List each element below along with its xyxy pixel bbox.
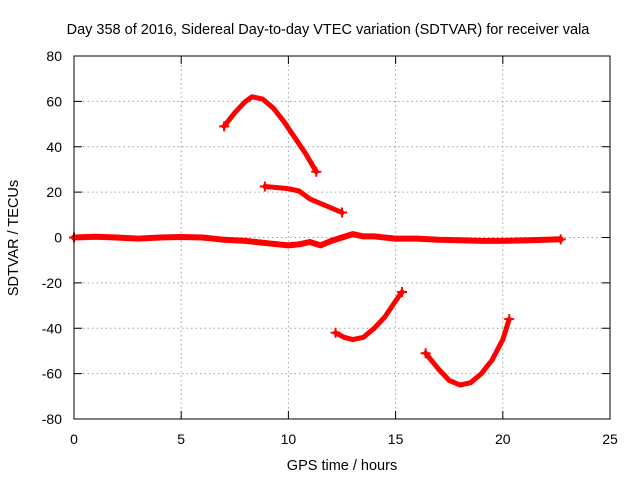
- x-tick-label: 20: [495, 431, 511, 447]
- y-tick-label: 40: [46, 139, 62, 155]
- y-tick-label: 60: [46, 93, 62, 109]
- y-tick-label: 0: [54, 230, 62, 246]
- series-endpoint-marker: [420, 348, 431, 359]
- series-endpoint-marker: [504, 314, 515, 325]
- chart-title: Day 358 of 2016, Sidereal Day-to-day VTE…: [67, 22, 591, 38]
- series-arc-negative-b: [423, 316, 512, 388]
- series-baseline: [71, 231, 564, 249]
- series-endpoint-marker: [330, 327, 341, 338]
- series-endpoint-marker: [311, 166, 322, 177]
- x-tick-label: 25: [602, 431, 618, 447]
- y-tick-label: -80: [42, 411, 62, 427]
- plot-frame: [73, 55, 611, 420]
- y-axis-ticks: -80 -60 -40 -20 0 20 40 60 80: [42, 48, 610, 427]
- data-series: [69, 94, 566, 388]
- series-endpoint-marker: [219, 121, 230, 132]
- series-endpoint-marker: [397, 286, 408, 297]
- x-tick-label: 5: [177, 431, 185, 447]
- series-endpoint-marker: [555, 234, 566, 245]
- y-tick-label: 80: [46, 48, 62, 64]
- x-tick-label: 15: [388, 431, 404, 447]
- series-arc-positive-high: [221, 94, 319, 175]
- series-arc-negative-a: [333, 289, 405, 343]
- y-axis-label: SDTVAR / TECUs: [6, 180, 22, 296]
- y-tick-label: -60: [42, 366, 62, 382]
- series-endpoint-marker: [259, 181, 270, 192]
- y-tick-label: -40: [42, 320, 62, 336]
- x-tick-label: 0: [70, 431, 78, 447]
- series-endpoint-marker: [337, 207, 347, 218]
- series-arc-positive-low: [262, 184, 345, 215]
- x-tick-label: 10: [281, 431, 297, 447]
- x-axis-label: GPS time / hours: [287, 458, 397, 474]
- y-tick-label: 20: [46, 184, 62, 200]
- x-axis-ticks: 0 5 10 15 20 25: [70, 56, 618, 447]
- y-tick-label: -20: [42, 275, 62, 291]
